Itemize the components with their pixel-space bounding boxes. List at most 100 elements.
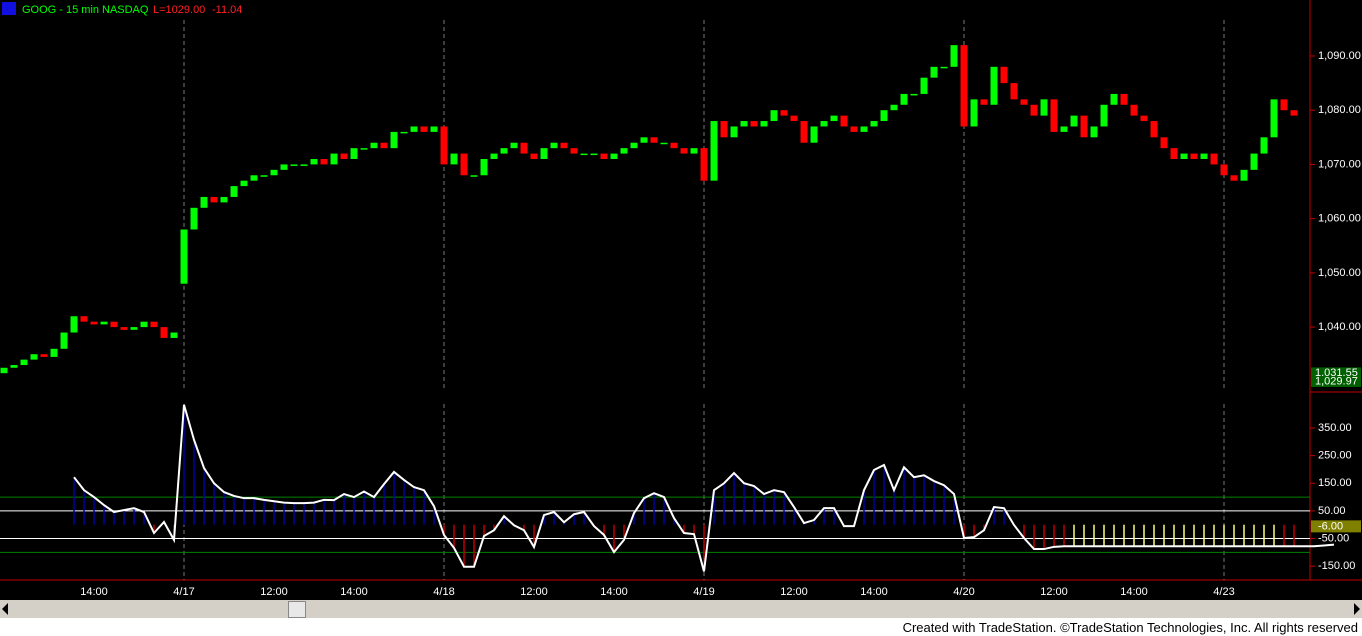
candle: [480, 159, 488, 176]
scrollbar[interactable]: [0, 600, 1362, 618]
last-label-box: [1311, 520, 1361, 533]
candle: [150, 321, 158, 328]
x-tick-label: 14:00: [860, 586, 888, 598]
candle: [440, 126, 448, 165]
candle: [670, 142, 678, 149]
candle: [1040, 99, 1048, 116]
candle: [210, 196, 218, 203]
candle: [460, 153, 468, 176]
candle: [1290, 110, 1298, 116]
candle: [690, 148, 698, 154]
candle: [10, 365, 18, 368]
scroll-right[interactable]: [1354, 603, 1360, 615]
candle: [920, 77, 928, 94]
candle: [140, 321, 148, 328]
candle: [20, 359, 28, 366]
x-tick-label: 14:00: [1120, 586, 1148, 598]
candle: [1200, 153, 1208, 159]
x-tick-label: 12:00: [260, 586, 288, 598]
candle: [620, 148, 628, 154]
candle: [1220, 164, 1228, 176]
candle: [840, 115, 848, 127]
candle: [1240, 169, 1248, 181]
candle: [1030, 104, 1038, 116]
candle: [80, 316, 88, 322]
x-tick-label: 4/17: [173, 586, 194, 598]
change: -11.04: [212, 4, 242, 16]
candle: [220, 196, 228, 203]
candle: [1060, 126, 1068, 132]
last-label: -6.00: [1318, 520, 1343, 532]
candle: [400, 131, 408, 134]
scroll-left[interactable]: [2, 603, 8, 615]
candle: [190, 207, 198, 230]
candle: [750, 121, 758, 127]
candle: [1140, 115, 1148, 122]
candle: [810, 126, 818, 143]
candle: [960, 45, 968, 127]
candle: [90, 321, 98, 325]
candle: [830, 115, 838, 122]
candle: [1100, 104, 1108, 127]
y-tick-label: 250.00: [1318, 450, 1352, 462]
y-tick-label: -50.00: [1318, 532, 1349, 544]
candle: [70, 316, 78, 333]
candle: [720, 121, 728, 138]
y-tick-label: 1,080.00: [1318, 104, 1361, 116]
candle: [660, 142, 668, 145]
candle: [770, 110, 778, 122]
y-tick-label: 150.00: [1318, 477, 1352, 489]
candle: [860, 126, 868, 132]
candle: [170, 332, 178, 338]
candle: [560, 142, 568, 149]
candle: [330, 153, 338, 165]
y-tick-label: 1,050.00: [1318, 267, 1361, 279]
candle: [850, 126, 858, 132]
y-tick-label: 350.00: [1318, 422, 1352, 434]
candle: [410, 126, 418, 132]
candle: [110, 321, 118, 328]
candle: [890, 104, 898, 111]
candle: [950, 45, 958, 67]
candle: [1110, 93, 1118, 105]
candle: [380, 142, 388, 149]
candle: [1080, 115, 1088, 138]
last-price: L=1029.00: [153, 4, 205, 16]
candle: [1050, 99, 1058, 132]
candle: [350, 148, 358, 159]
candle: [570, 148, 578, 154]
candle: [820, 121, 828, 127]
x-tick-label: 4/20: [953, 586, 974, 598]
candle: [260, 175, 268, 177]
symbol: GOOG - 15 min: [22, 4, 99, 16]
candle: [540, 148, 548, 159]
candle: [320, 159, 328, 165]
scroll-thumb[interactable]: [288, 601, 306, 618]
candle: [610, 153, 618, 159]
candle: [490, 153, 498, 159]
candle: [1260, 137, 1268, 154]
candle: [510, 142, 518, 149]
candle: [270, 169, 278, 176]
candle: [120, 327, 128, 330]
candle: [1020, 99, 1028, 105]
x-tick-label: 14:00: [80, 586, 108, 598]
candle: [870, 121, 878, 127]
candle: [1070, 115, 1078, 127]
candle: [360, 148, 368, 150]
candle: [0, 367, 8, 374]
candle: [520, 142, 528, 154]
candle: [1000, 66, 1008, 84]
candle: [200, 196, 208, 208]
candle: [600, 153, 608, 159]
candle: [1090, 126, 1098, 138]
footer: Created with TradeStation. ©TradeStation…: [902, 620, 1358, 635]
candle: [1210, 153, 1218, 165]
candle: [1010, 83, 1018, 100]
exchange: NASDAQ: [102, 4, 149, 16]
x-tick-label: 4/19: [693, 586, 714, 598]
y-tick-label: 1,060.00: [1318, 213, 1361, 225]
candle: [710, 121, 718, 181]
y-tick-label: 1,040.00: [1318, 321, 1361, 333]
